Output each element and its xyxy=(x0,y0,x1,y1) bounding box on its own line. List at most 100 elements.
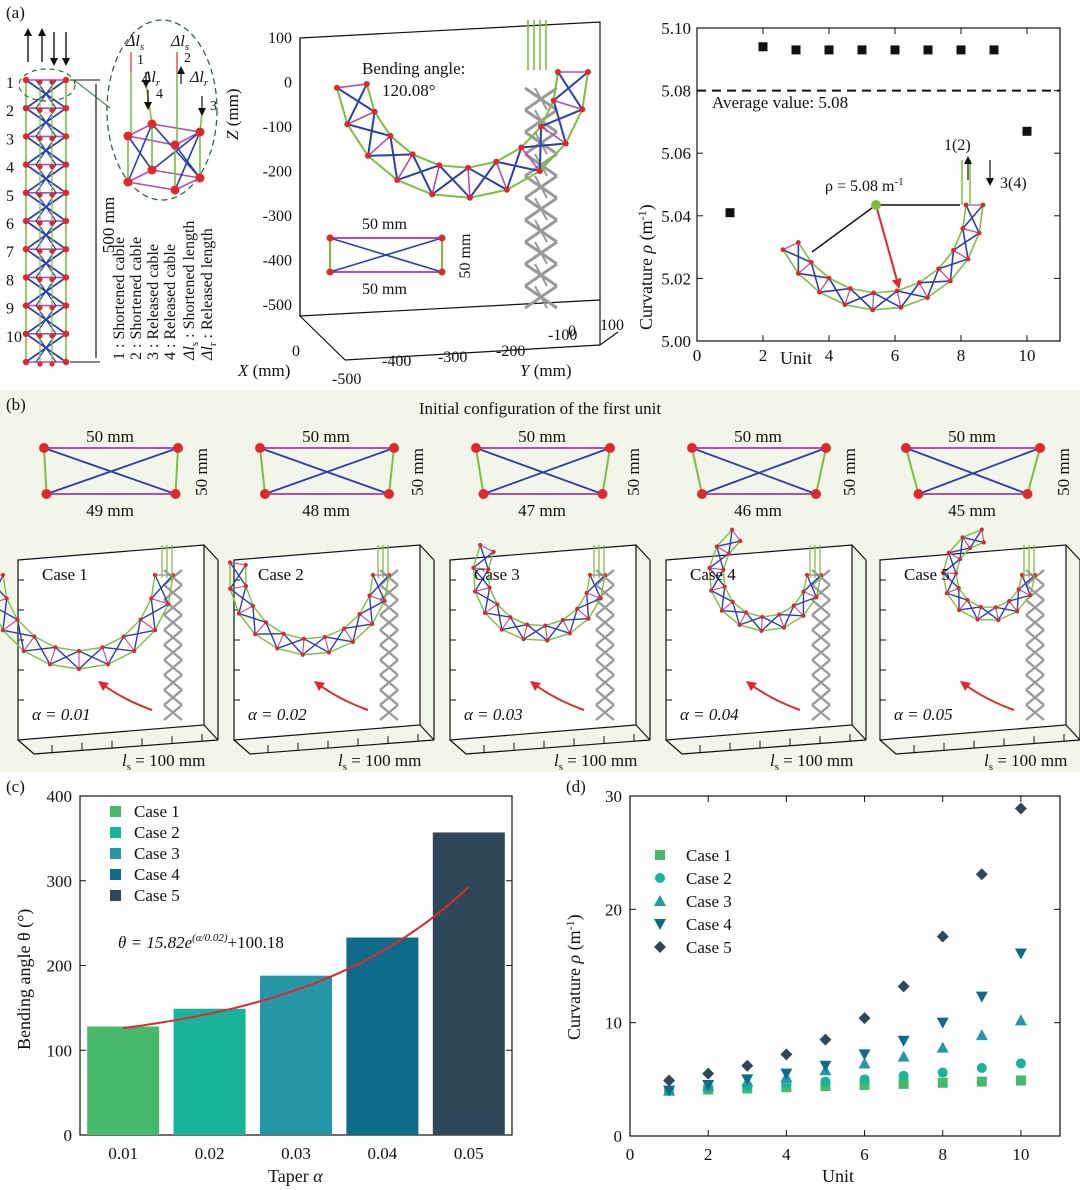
bent-strut xyxy=(479,544,489,570)
bent-ring xyxy=(302,638,305,655)
y-tick-label: 30 xyxy=(605,787,622,806)
bent-cable xyxy=(389,135,414,156)
node xyxy=(953,571,959,576)
node xyxy=(49,333,55,339)
bent-cable xyxy=(545,619,564,627)
node xyxy=(152,572,158,578)
bent-strut xyxy=(942,572,960,589)
bent-cable xyxy=(576,592,588,610)
x-tick-label: 6 xyxy=(860,1145,869,1164)
bent-cable xyxy=(942,572,948,594)
tower-strut xyxy=(35,248,57,278)
node xyxy=(170,140,180,150)
bent-ring xyxy=(918,282,928,298)
node xyxy=(37,276,43,282)
ghost-strut xyxy=(1025,644,1045,661)
node xyxy=(965,597,970,603)
point-case-5 xyxy=(741,1059,754,1072)
config-strut xyxy=(701,447,827,495)
bent-cable xyxy=(995,600,1010,608)
panel-c: (c) 0 100 200 300 400 0.01 0.02 0.03 0.04 0.05 Ca… xyxy=(6,777,513,1186)
bent-cable xyxy=(469,188,508,199)
bent-strut xyxy=(721,609,746,614)
y-tick: -300 xyxy=(438,349,467,366)
z-tick: -400 xyxy=(263,253,292,270)
bent-cable xyxy=(523,638,548,642)
bent-ring xyxy=(479,544,494,553)
bent-strut xyxy=(472,567,491,589)
case-box-edge xyxy=(1065,724,1080,741)
config-bottom-label: 46 mm xyxy=(734,501,782,520)
x-tick-label: 8 xyxy=(957,346,966,365)
y-tick-label: 20 xyxy=(605,900,622,919)
node xyxy=(22,161,30,168)
bent-cable xyxy=(23,650,51,666)
node xyxy=(562,140,569,147)
bent-cable xyxy=(154,603,170,631)
node xyxy=(842,302,848,308)
config-node xyxy=(255,443,265,453)
bent-cable xyxy=(238,613,256,635)
node xyxy=(550,97,557,104)
node xyxy=(791,603,796,608)
bent-strut xyxy=(798,272,830,279)
bent-strut xyxy=(962,204,984,230)
config-top-label: 50 mm xyxy=(302,427,350,446)
node xyxy=(981,540,986,545)
node xyxy=(367,593,372,598)
bent-strut xyxy=(78,650,109,666)
node xyxy=(62,161,70,168)
bent-strut xyxy=(897,290,928,299)
node xyxy=(538,123,545,130)
ghost-strut xyxy=(811,659,831,676)
node xyxy=(365,152,372,159)
cable-legend: 1 : Shortened cable 2 : Shortened cable … xyxy=(111,221,219,361)
node xyxy=(780,247,786,253)
node xyxy=(0,628,6,633)
bent-cable xyxy=(495,146,522,163)
chart-d-frame xyxy=(629,795,1061,1137)
bent-cable xyxy=(900,296,928,309)
node xyxy=(719,608,724,613)
ls-label: ls = 100 mm xyxy=(338,751,421,773)
bent-cable xyxy=(527,623,546,627)
config-bottom-label: 49 mm xyxy=(86,501,134,520)
case-box-edge xyxy=(419,544,435,561)
ghost-strut xyxy=(595,614,615,631)
cable-num-4: 4 xyxy=(156,87,163,102)
length-label: 500 mm xyxy=(99,197,118,253)
bent-cable xyxy=(967,232,980,260)
bent-strut xyxy=(586,574,606,594)
legend-line-4: 4 : Released cable xyxy=(162,244,179,360)
config-left-cable xyxy=(475,447,485,495)
bent-strut xyxy=(438,164,471,199)
case-box-edge xyxy=(233,739,251,755)
case-label: Case 2 xyxy=(258,565,304,584)
bend-direction-arrow xyxy=(97,681,153,711)
node xyxy=(300,652,305,657)
bent-strut xyxy=(467,166,508,191)
point-case-3 xyxy=(858,1057,871,1069)
bent-cable xyxy=(959,547,971,560)
node xyxy=(49,164,55,170)
bent-strut xyxy=(372,574,386,602)
tower-strut xyxy=(35,333,57,363)
bent-cable xyxy=(2,574,8,599)
config-node xyxy=(605,443,615,453)
bent-cable xyxy=(123,619,141,637)
bent-ring xyxy=(367,135,391,157)
case-box-edge xyxy=(449,739,467,755)
bent-strut xyxy=(496,604,503,630)
node xyxy=(62,358,70,366)
bent-ring xyxy=(431,165,441,195)
bent-cable xyxy=(732,601,747,613)
bent-cable xyxy=(506,170,541,191)
tower-strut xyxy=(35,220,57,250)
bent-strut xyxy=(709,553,730,569)
point-case-5 xyxy=(663,1074,676,1087)
point-case-3 xyxy=(897,1050,910,1062)
node xyxy=(1019,572,1025,578)
bent-cable xyxy=(896,281,920,292)
bent-ring xyxy=(523,624,528,640)
node xyxy=(967,545,973,551)
